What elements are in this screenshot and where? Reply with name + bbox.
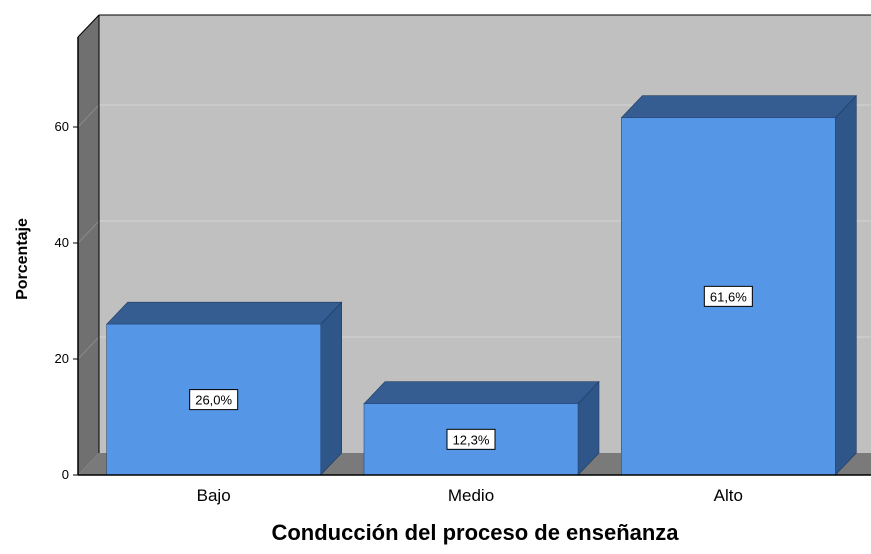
gridline-side: [77, 104, 100, 128]
x-tick-label: Bajo: [197, 486, 231, 505]
x-axis-title: Conducción del proceso de enseñanza: [271, 520, 679, 545]
y-tick-label: 60: [55, 119, 69, 134]
y-axis-title: Porcentaje: [14, 218, 31, 300]
left-wall-top-edge: [77, 14, 100, 38]
bar-side: [320, 301, 342, 476]
y-tick-label: 40: [55, 235, 69, 250]
data-label-box: [703, 285, 753, 307]
bar-side: [835, 94, 857, 476]
data-label-box: [446, 428, 496, 450]
data-label: 26,0%: [195, 393, 232, 408]
data-label: 61,6%: [710, 289, 747, 304]
x-tick-label: Alto: [714, 486, 743, 505]
data-labels: 26,0% 12,3% 61,6%: [189, 285, 753, 450]
gridline-side: [77, 336, 100, 360]
axes: 0 20 40 60 Bajo Medio Alto: [55, 14, 871, 505]
left-wall: [78, 15, 99, 475]
gridline-side: [77, 220, 100, 244]
y-tick-label: 0: [62, 467, 69, 482]
y-tick-label: 20: [55, 351, 69, 366]
bar-top: [105, 301, 343, 325]
bar-top: [620, 95, 858, 119]
data-label-box: [189, 389, 239, 411]
data-label: 12,3%: [453, 432, 490, 447]
bar-top: [363, 381, 600, 404]
x-tick-label: Medio: [448, 486, 494, 505]
